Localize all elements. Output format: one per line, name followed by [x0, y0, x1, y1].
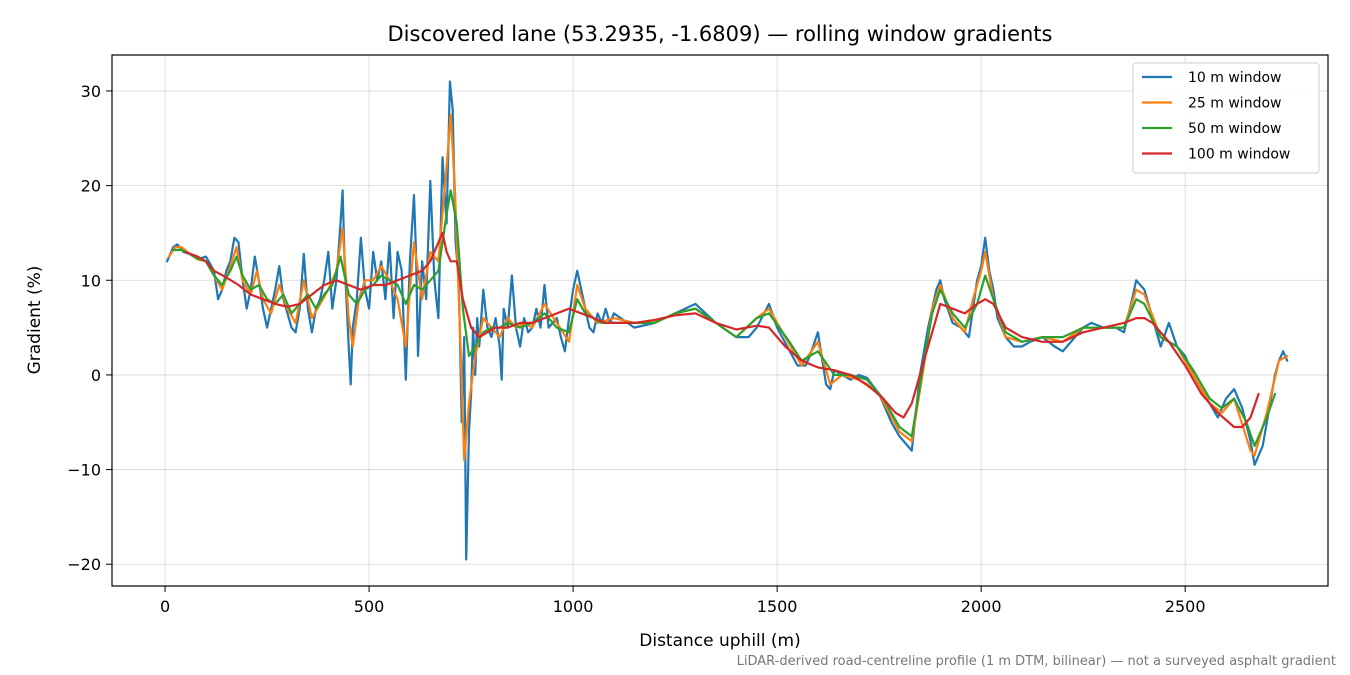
- y-tick-label: −10: [67, 461, 101, 480]
- legend-box: [1132, 62, 1320, 174]
- y-axis-ticks: −20 −10 0 10 20 30: [67, 82, 112, 574]
- series-line-4: [184, 231, 1260, 429]
- legend-label: 50 m window: [1188, 121, 1281, 137]
- y-tick-label: 0: [91, 366, 101, 385]
- axes-frame: [111, 54, 1329, 587]
- legend-label: 25 m window: [1188, 96, 1281, 112]
- legend-label: 100 m window: [1188, 147, 1290, 163]
- footnote: LiDAR-derived road-centreline profile (1…: [737, 654, 1336, 669]
- x-tick-label: 1000: [553, 597, 594, 616]
- chart-title: Discovered lane (53.2935, -1.6809) — rol…: [388, 22, 1053, 46]
- gridlines: [112, 55, 1328, 586]
- y-axis-label: Gradient (%): [25, 266, 45, 375]
- x-axis-ticks: 0 500 1000 1500 2000 2500: [160, 586, 1206, 616]
- x-tick-label: 1500: [757, 597, 798, 616]
- legend-label: 10 m window: [1188, 70, 1281, 86]
- x-tick-label: 2000: [961, 597, 1002, 616]
- x-axis-label: Distance uphill (m): [639, 631, 800, 651]
- x-tick-label: 0: [160, 597, 170, 616]
- x-tick-label: 500: [354, 597, 385, 616]
- y-tick-label: −20: [67, 555, 101, 574]
- y-tick-label: 20: [81, 177, 101, 196]
- y-tick-label: 10: [81, 271, 101, 290]
- y-tick-label: 30: [81, 82, 101, 101]
- plot-area: [166, 80, 1289, 561]
- x-tick-label: 2500: [1165, 597, 1206, 616]
- legend: 10 m window 25 m window 50 m window 100 m w…: [1132, 62, 1320, 174]
